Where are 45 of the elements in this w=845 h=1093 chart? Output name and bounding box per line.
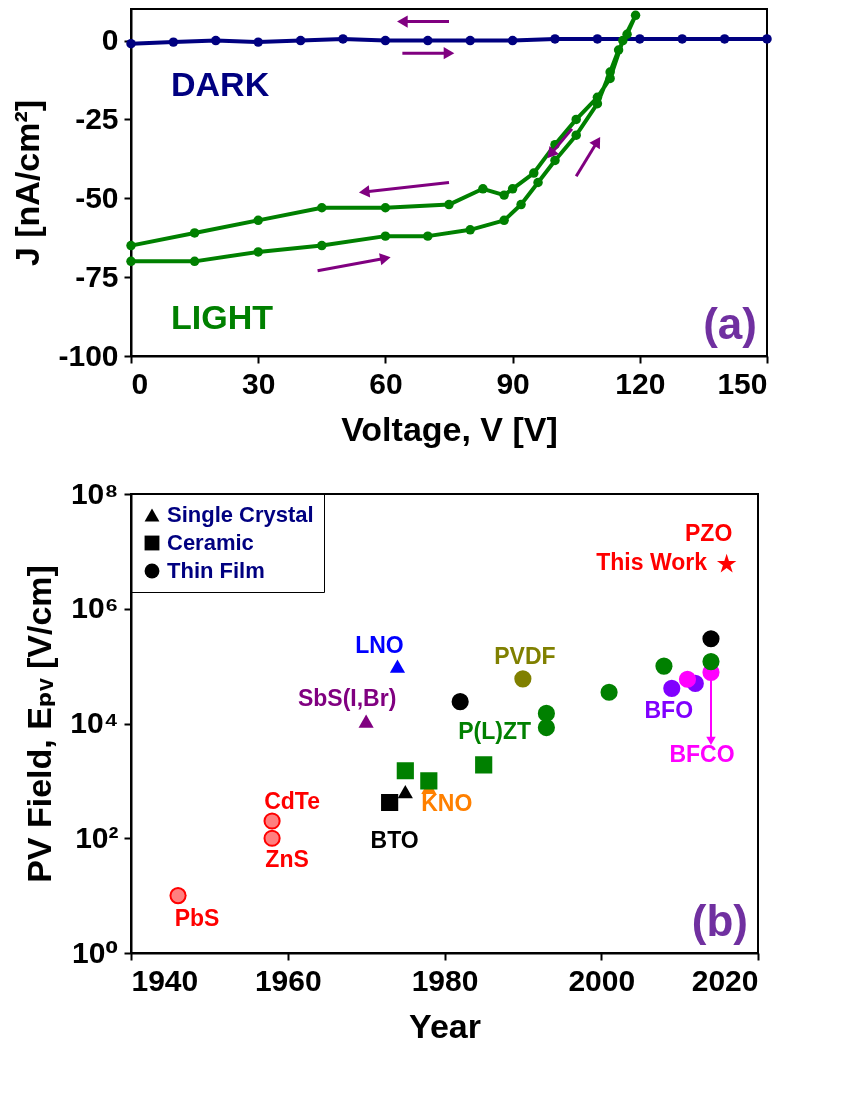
annotation: PVDF bbox=[494, 642, 556, 669]
y-tick-label: -25 bbox=[75, 101, 119, 135]
y-tick-label: -50 bbox=[75, 180, 119, 214]
annotation: (a) bbox=[703, 299, 757, 348]
y-tick-label: 10⁰ bbox=[71, 935, 119, 969]
annotation: PZO bbox=[685, 520, 733, 547]
x-tick-label: 2020 bbox=[691, 963, 759, 997]
y-axis-title: PV Field, Eₚᵥ [V/cm] bbox=[20, 565, 59, 883]
legend-label: Single Crystal bbox=[167, 502, 314, 527]
y-tick-label: -75 bbox=[75, 259, 119, 293]
annotation: (b) bbox=[691, 896, 748, 945]
annotation: KNO bbox=[421, 790, 473, 817]
y-tick-label: 0 bbox=[101, 23, 119, 57]
y-tick-label: 10² bbox=[75, 820, 119, 854]
x-tick-label: 120 bbox=[615, 366, 666, 400]
y-tick-label: 10⁴ bbox=[70, 706, 119, 739]
legend-label: Ceramic bbox=[167, 530, 254, 555]
x-tick-label: 60 bbox=[369, 366, 403, 400]
x-tick-label: 30 bbox=[242, 366, 276, 400]
y-tick-label: -100 bbox=[58, 338, 119, 372]
annotation: ZnS bbox=[265, 846, 309, 873]
y-axis-title: J [nA/cm²] bbox=[8, 99, 47, 267]
x-tick-label: 150 bbox=[717, 366, 768, 400]
annotation: BFO bbox=[644, 697, 694, 724]
x-tick-label: 1940 bbox=[131, 963, 199, 997]
legend-label: Thin Film bbox=[167, 558, 265, 583]
series-label: DARK bbox=[171, 64, 270, 103]
annotation: BFCO bbox=[669, 741, 735, 768]
annotation: SbS(I,Br) bbox=[297, 685, 397, 712]
annotation: PbS bbox=[174, 904, 220, 931]
x-tick-label: 1980 bbox=[411, 963, 479, 997]
x-axis-title: Year bbox=[409, 1006, 481, 1045]
annotation: CdTe bbox=[264, 787, 320, 814]
x-tick-label: 0 bbox=[131, 366, 149, 400]
series-label: LIGHT bbox=[171, 298, 274, 337]
y-tick-label: 10⁸ bbox=[70, 476, 119, 510]
annotation: This Work bbox=[596, 549, 708, 576]
annotation: BTO bbox=[370, 827, 419, 854]
annotation: LNO bbox=[355, 632, 404, 659]
x-tick-label: 2000 bbox=[568, 963, 636, 997]
x-tick-label: 1960 bbox=[254, 963, 322, 997]
annotation: P(L)ZT bbox=[458, 717, 532, 744]
y-tick-label: 10⁶ bbox=[71, 591, 119, 625]
x-tick-label: 90 bbox=[496, 366, 530, 400]
x-axis-title: Voltage, V [V] bbox=[341, 409, 558, 448]
